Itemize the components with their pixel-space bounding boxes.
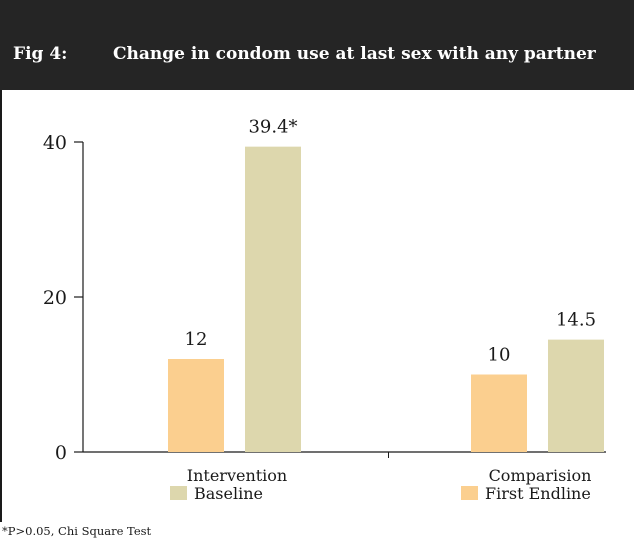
legend-label: Baseline <box>194 484 263 503</box>
footnote: *P>0.05, Chi Square Test <box>2 524 152 538</box>
bar <box>245 146 301 452</box>
left-border-rule <box>0 90 2 522</box>
bar <box>548 339 604 452</box>
y-tick-label: 40 <box>43 132 67 154</box>
data-label: 12 <box>185 329 208 350</box>
category-label: Intervention <box>187 466 287 485</box>
category-label: Comparision <box>489 466 592 485</box>
legend-swatch <box>461 486 478 500</box>
figure-header: Fig 4: Change in condom use at last sex … <box>0 0 634 90</box>
data-label: 10 <box>488 345 511 366</box>
data-label: 14.5 <box>556 310 596 331</box>
legend-swatch <box>170 486 187 500</box>
bar <box>471 374 527 452</box>
figure-number: Fig 4: <box>13 44 68 64</box>
figure-title: Change in condom use at last sex with an… <box>113 44 596 64</box>
data-label: 39.4* <box>248 117 297 138</box>
y-tick-label: 20 <box>43 287 67 309</box>
bar-chart: 0 20 40 12 10 39.4* 14.5 Intervention Comparisio… <box>43 117 606 503</box>
bar <box>168 359 224 452</box>
legend-label: First Endline <box>485 484 591 503</box>
y-tick-label: 0 <box>55 442 67 464</box>
